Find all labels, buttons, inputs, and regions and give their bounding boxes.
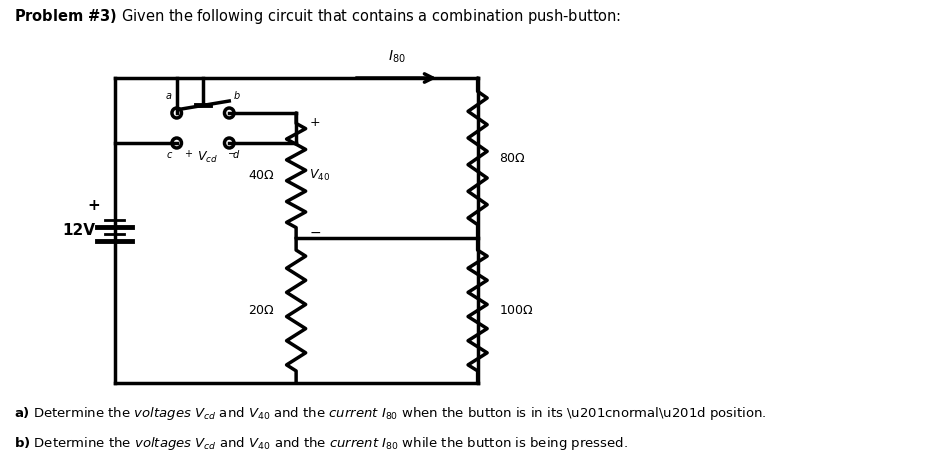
Text: c: c bbox=[167, 150, 171, 160]
Text: $\it{I}_{80}$: $\it{I}_{80}$ bbox=[388, 49, 405, 65]
Text: $\mathbf{a)}$ Determine the $\mathbf{\mathit{voltages}}$ $V_{cd}$ and $V_{40}$ a: $\mathbf{a)}$ Determine the $\mathbf{\ma… bbox=[14, 404, 767, 422]
Text: −: − bbox=[309, 226, 322, 240]
Text: +: + bbox=[185, 149, 192, 159]
Text: $\mathbf{Problem\ \#3)}$ Given the following circuit that contains a combination: $\mathbf{Problem\ \#3)}$ Given the follo… bbox=[14, 7, 622, 25]
Text: $V_{cd}$: $V_{cd}$ bbox=[198, 150, 218, 165]
Text: 100$\Omega$: 100$\Omega$ bbox=[499, 304, 534, 317]
Text: 80$\Omega$: 80$\Omega$ bbox=[499, 152, 526, 164]
Text: b: b bbox=[234, 91, 240, 101]
Text: $V_{40}$: $V_{40}$ bbox=[309, 168, 331, 183]
Text: 40$\Omega$: 40$\Omega$ bbox=[248, 169, 275, 182]
Text: −: − bbox=[228, 149, 237, 159]
Text: 12V: 12V bbox=[62, 223, 95, 238]
Text: a: a bbox=[166, 91, 171, 101]
Text: +: + bbox=[88, 198, 100, 213]
Text: $\mathbf{b)}$ Determine the $\mathbf{\mathit{voltages}}$ $V_{cd}$ and $V_{40}$ a: $\mathbf{b)}$ Determine the $\mathbf{\ma… bbox=[14, 434, 628, 452]
Text: d: d bbox=[232, 150, 239, 160]
Text: +: + bbox=[309, 117, 320, 130]
Text: 20$\Omega$: 20$\Omega$ bbox=[248, 304, 275, 317]
